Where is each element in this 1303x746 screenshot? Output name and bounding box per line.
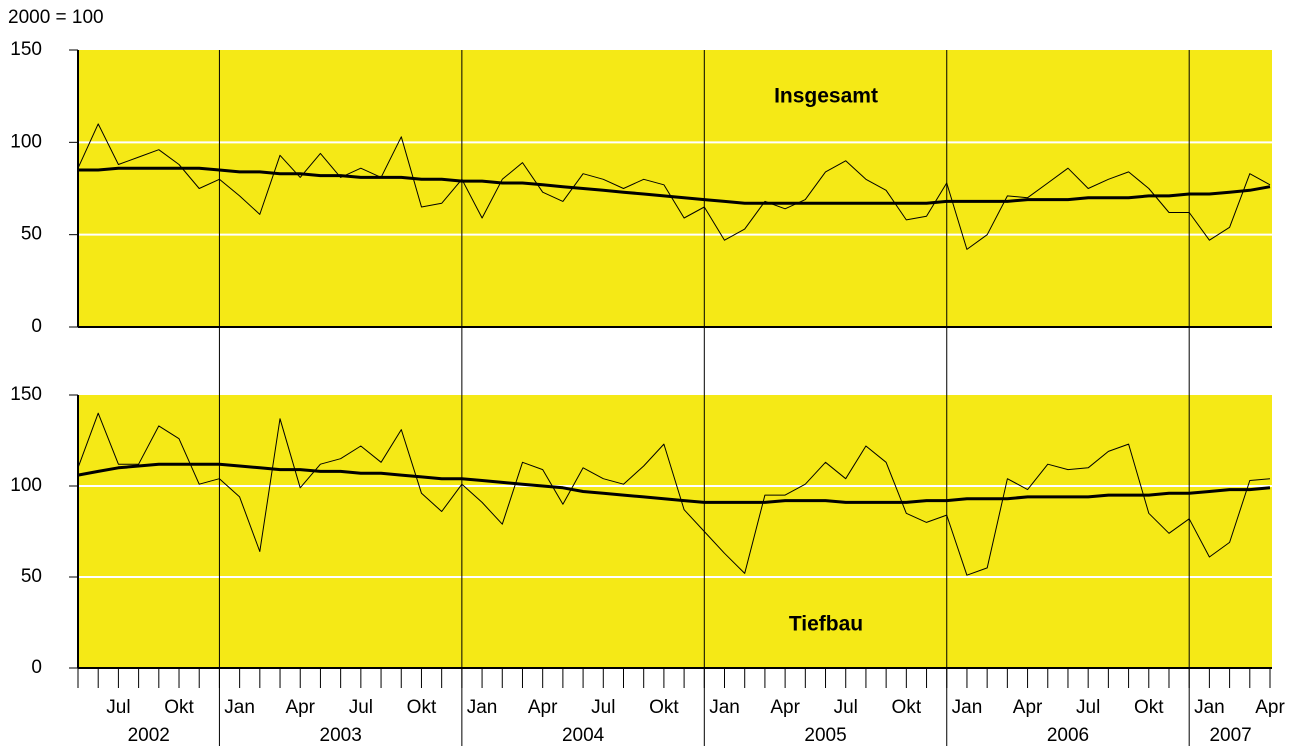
y-tick-label: 50	[21, 224, 42, 245]
y-tick-label: 50	[21, 566, 42, 587]
line-series	[78, 166, 1271, 205]
y-tick-label: 150	[10, 384, 42, 405]
year-label: 2005	[804, 725, 846, 746]
unit-label: 2000 = 100	[8, 7, 104, 28]
x-tick-label: Okt	[649, 697, 679, 718]
x-tick-label: Jan	[952, 697, 983, 718]
x-tick-label: Okt	[164, 697, 194, 718]
x-tick-label: Jan	[467, 697, 498, 718]
x-tick-label: Jan	[1194, 697, 1225, 718]
y-tick-label: 150	[10, 39, 42, 60]
x-tick-label: Jan	[224, 697, 255, 718]
year-label: 2004	[562, 725, 605, 746]
x-tick-label: Apr	[1255, 697, 1285, 718]
x-tick-label: Okt	[407, 697, 437, 718]
panel-title: Tiefbau	[789, 613, 863, 636]
x-tick-label: Jul	[106, 697, 130, 718]
x-tick-label: Jul	[1076, 697, 1100, 718]
y-tick-label: 0	[31, 316, 42, 337]
x-tick-label: Apr	[528, 697, 558, 718]
x-tick-label: Apr	[770, 697, 800, 718]
y-tick-label: 0	[31, 657, 42, 678]
plot-background	[78, 50, 1272, 327]
x-tick-label: Jul	[591, 697, 615, 718]
line-series	[77, 123, 1271, 250]
year-label: 2002	[128, 725, 170, 746]
line-series	[77, 412, 1271, 576]
x-tick-label: Apr	[1013, 697, 1043, 718]
y-tick-label: 100	[10, 475, 42, 496]
panel-title: Insgesamt	[774, 85, 878, 108]
x-tick-label: Okt	[1134, 697, 1164, 718]
x-tick-label: Apr	[285, 697, 315, 718]
x-tick-label: Okt	[892, 697, 922, 718]
x-tick-label: Jan	[709, 697, 740, 718]
x-tick-label: Jul	[349, 697, 373, 718]
y-tick-label: 100	[10, 131, 42, 152]
year-label: 2003	[320, 725, 362, 746]
year-label: 2007	[1209, 725, 1251, 746]
year-label: 2006	[1047, 725, 1089, 746]
x-tick-label: Jul	[834, 697, 858, 718]
line-series	[77, 462, 1271, 504]
plot-background	[78, 395, 1272, 668]
